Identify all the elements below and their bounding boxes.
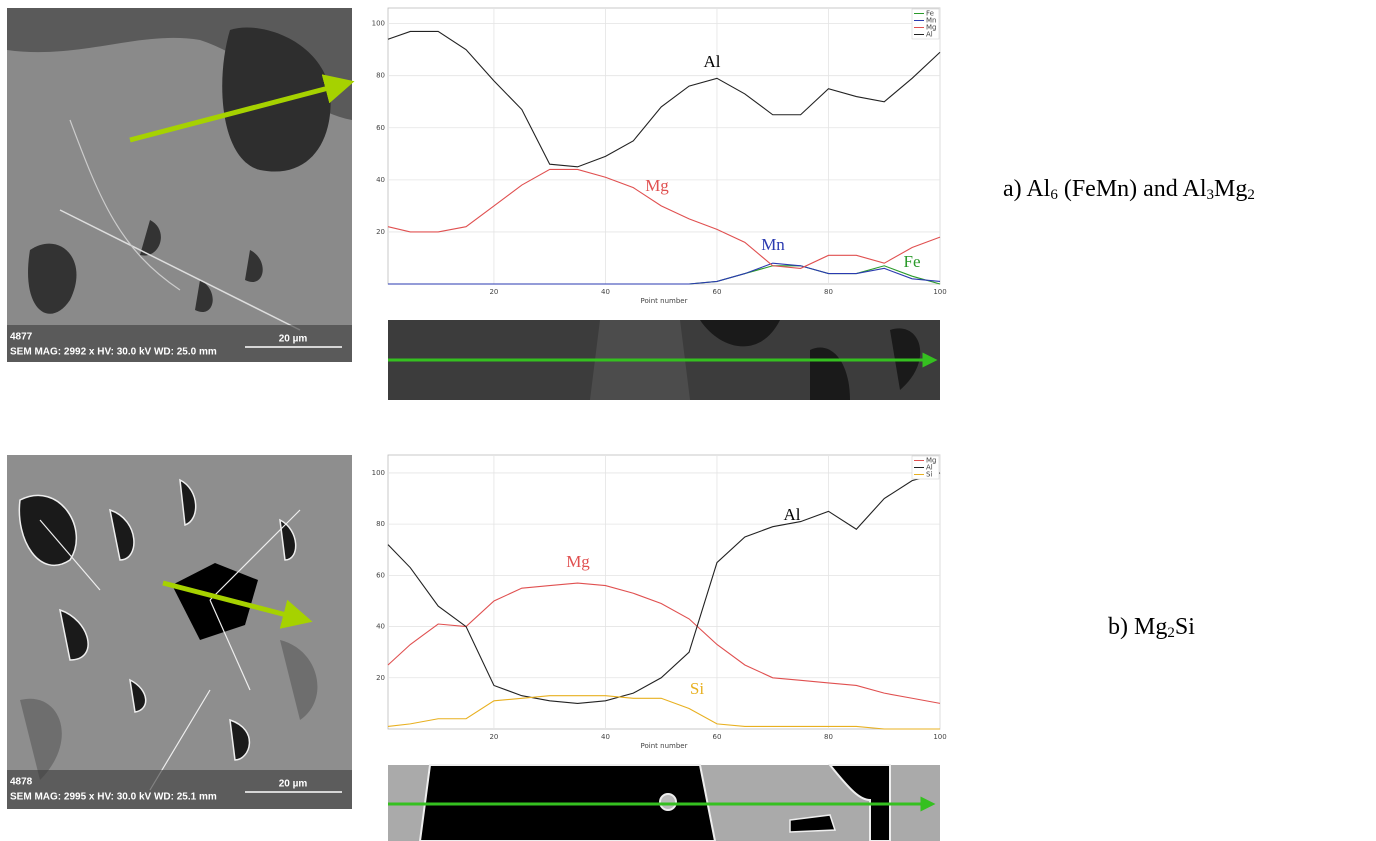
y-tick-label: 60 (376, 124, 385, 132)
x-tick-label: 100 (933, 733, 946, 741)
caption-part: (FeMn) and Al (1058, 176, 1207, 202)
scan-strip (388, 765, 940, 841)
caption-part: Mg (1214, 176, 1247, 202)
x-tick-label: 60 (713, 733, 722, 741)
sem-id: 4878 (10, 777, 33, 788)
y-tick-label: 20 (376, 674, 385, 682)
annotation: Si (690, 679, 704, 698)
sem-scale: 20 µm (279, 779, 308, 790)
sem-image: 4877 SEM MAG: 2992 x HV: 30.0 kV WD: 25.… (7, 8, 352, 362)
plot-area (388, 8, 940, 284)
caption-sub: 3 (1206, 187, 1214, 203)
legend-label: Si (926, 471, 932, 479)
caption-part: Si (1175, 614, 1195, 640)
annotation: Al (704, 52, 721, 71)
annotation: Fe (904, 252, 921, 271)
annotation: Mg (566, 552, 590, 571)
y-tick-label: 40 (376, 176, 385, 184)
y-tick-label: 40 (376, 623, 385, 631)
y-tick-label: 100 (372, 469, 385, 477)
y-tick-label: 80 (376, 72, 385, 80)
sem-scale: 20 µm (279, 334, 308, 345)
x-tick-label: 40 (601, 288, 610, 296)
x-tick-label: 20 (489, 288, 498, 296)
legend-label: Al (926, 31, 933, 39)
caption: a) Al6 (FeMn) and Al3Mg2 (1003, 176, 1255, 204)
y-tick-label: 20 (376, 228, 385, 236)
x-axis-label: Point number (641, 297, 688, 305)
sem-id: 4877 (10, 332, 33, 343)
y-tick-label: 80 (376, 520, 385, 528)
caption-part: b) Mg (1108, 614, 1167, 640)
caption-part: a) Al (1003, 176, 1051, 202)
x-tick-label: 20 (489, 733, 498, 741)
annotation: Al (784, 505, 801, 524)
x-tick-label: 80 (824, 288, 833, 296)
annotation: Mn (761, 235, 785, 254)
caption-sub: 2 (1247, 187, 1255, 203)
scan-strip (388, 320, 940, 400)
x-tick-label: 100 (933, 288, 946, 296)
figure: 4877 SEM MAG: 2992 x HV: 30.0 kV WD: 25.… (0, 0, 1376, 841)
sem-info: SEM MAG: 2992 x HV: 30.0 kV WD: 25.0 mm (10, 347, 217, 358)
y-tick-label: 60 (376, 571, 385, 579)
x-tick-label: 40 (601, 733, 610, 741)
x-tick-label: 60 (713, 288, 722, 296)
y-tick-label: 100 (372, 20, 385, 28)
sem-image: 4878 SEM MAG: 2995 x HV: 30.0 kV WD: 25.… (7, 455, 352, 809)
x-axis-label: Point number (641, 742, 688, 750)
caption: b) Mg2Si (1108, 614, 1195, 642)
sem-info: SEM MAG: 2995 x HV: 30.0 kV WD: 25.1 mm (10, 792, 217, 803)
caption-sub: 2 (1167, 625, 1175, 641)
plot-area (388, 455, 940, 729)
x-tick-label: 80 (824, 733, 833, 741)
annotation: Mg (645, 176, 669, 195)
